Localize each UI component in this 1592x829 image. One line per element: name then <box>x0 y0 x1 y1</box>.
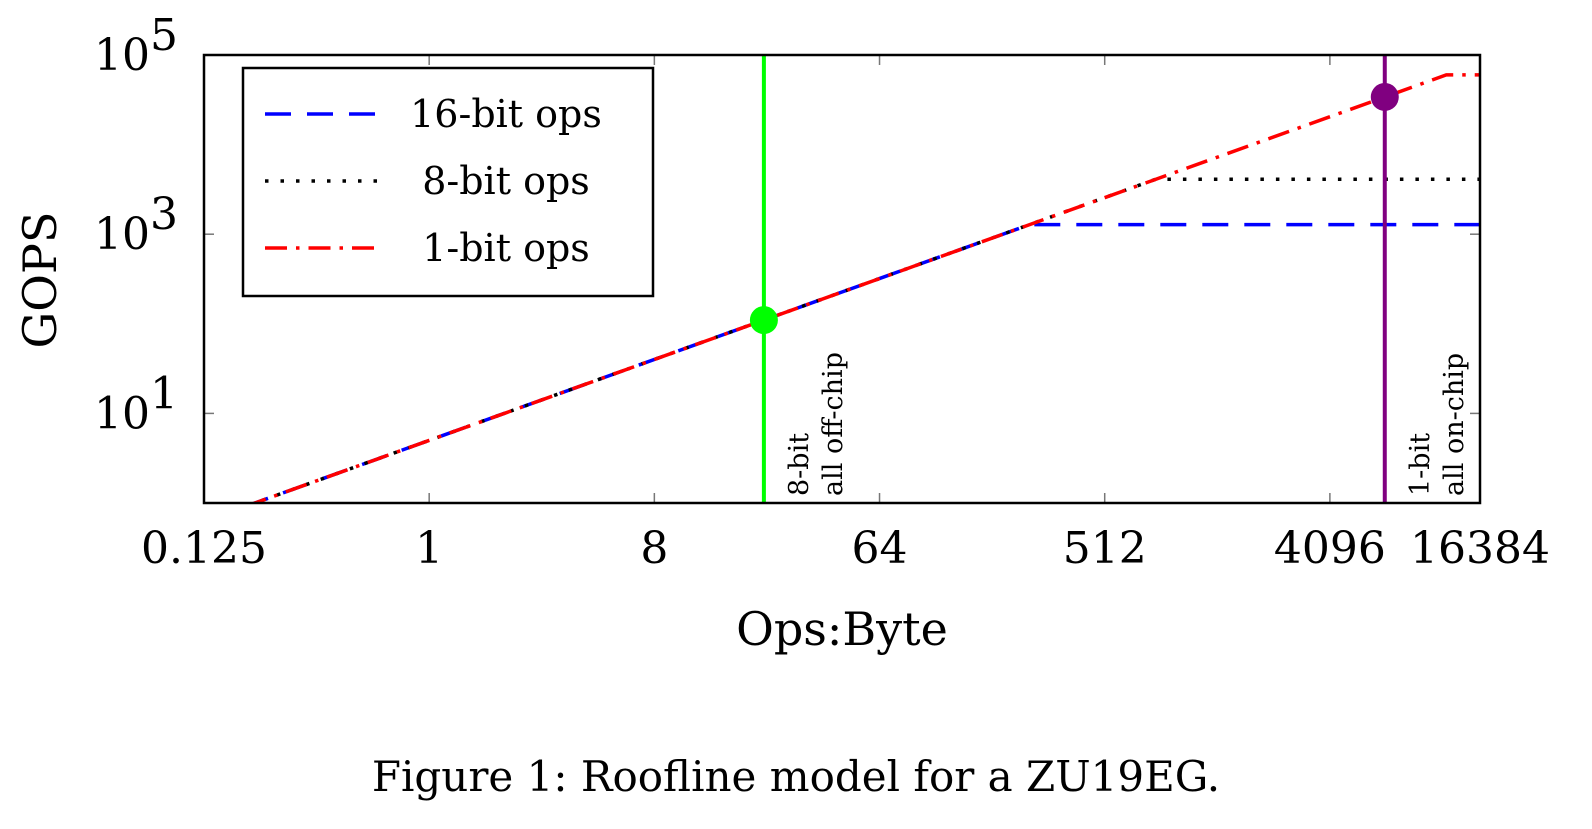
y-tick-exp-2: 5 <box>150 10 178 61</box>
x-tick-label-4: 512 <box>1063 523 1147 574</box>
legend-label-1: 8-bit ops <box>422 159 590 203</box>
x-tick-label-2: 8 <box>640 523 668 574</box>
series-layer <box>249 73 1480 503</box>
vline-marker-0 <box>749 306 778 335</box>
vline-label-0-1: all off-chip <box>818 352 849 496</box>
plot-frame <box>202 53 1482 505</box>
y-tick-label-2: 10 <box>94 30 150 81</box>
series-line-1 <box>249 177 1480 503</box>
y-tick-label-0: 10 <box>94 388 150 439</box>
x-tick-label-0: 0.125 <box>141 523 267 574</box>
y-tick-exp-1: 3 <box>150 189 178 240</box>
legend-box <box>241 66 655 298</box>
x-tick-label-6: 16384 <box>1410 523 1550 574</box>
vline-label-1-1: all on-chip <box>1439 353 1470 496</box>
series-line-2 <box>249 73 1480 503</box>
legend-label-2: 1-bit ops <box>422 226 590 270</box>
roofline-chart: 8-bit all off-chip 1-bit all on-chip 0.125 1… <box>13 10 1550 656</box>
y-tick-label-1: 10 <box>94 209 150 260</box>
x-axis-label: Ops:Byte <box>736 602 948 656</box>
x-tick-labels: 0.125 1 8 64 512 4096 16384 <box>141 523 1550 574</box>
vertical-markers: 8-bit all off-chip 1-bit all on-chip <box>749 55 1470 503</box>
y-tick-exp-0: 1 <box>150 368 178 419</box>
vline-marker-1 <box>1370 82 1399 111</box>
x-tick-label-1: 1 <box>415 523 443 574</box>
vline-label-1-0: 1-bit <box>1405 433 1436 496</box>
legend-label-0: 16-bit ops <box>410 92 602 136</box>
legend: 16-bit ops 8-bit ops 1-bit ops <box>241 66 655 298</box>
y-axis-label: GOPS <box>13 212 67 349</box>
x-tick-label-3: 64 <box>852 523 908 574</box>
vline-label-0-0: 8-bit <box>784 433 815 496</box>
series-line-0 <box>249 222 1480 503</box>
figure-caption: Figure 1: Roofline model for a ZU19EG. <box>371 752 1221 801</box>
x-tick-label-5: 4096 <box>1274 523 1386 574</box>
